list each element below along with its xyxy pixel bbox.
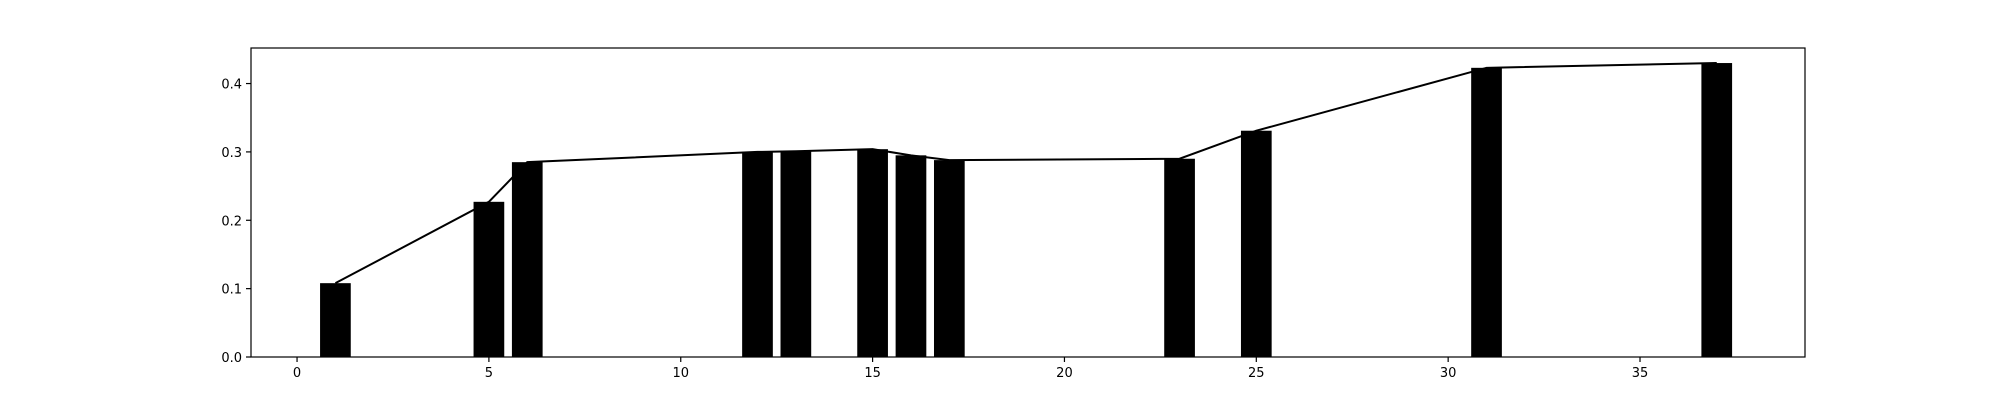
x-tick-label-0: 0 xyxy=(293,366,301,381)
bars-layer xyxy=(320,63,1733,357)
y-tick-label-0.3: 0.3 xyxy=(221,146,242,161)
x-axis: 0 5 10 15 20 25 30 35 xyxy=(293,357,1648,381)
bar-15 xyxy=(857,149,888,357)
trend-line xyxy=(334,62,1717,285)
x-tick-label-30: 30 xyxy=(1440,366,1457,381)
bar-16 xyxy=(895,155,927,357)
x-tick-label-5: 5 xyxy=(485,366,493,381)
bar-31 xyxy=(1471,67,1502,357)
line-layer xyxy=(334,62,1717,285)
y-tick-label-0.2: 0.2 xyxy=(221,214,242,229)
x-tick-label-10: 10 xyxy=(672,366,689,381)
bar-23 xyxy=(1164,158,1195,357)
x-tick-label-15: 15 xyxy=(864,366,881,381)
y-tick-label-0.4: 0.4 xyxy=(221,78,242,93)
bar-6 xyxy=(511,162,543,357)
bar-12 xyxy=(742,151,773,357)
x-tick-label-35: 35 xyxy=(1632,366,1649,381)
y-tick-label-0.1: 0.1 xyxy=(221,283,242,298)
y-axis: 0.0 0.1 0.2 0.3 0.4 xyxy=(221,78,251,366)
bar-1 xyxy=(320,283,351,357)
bar-17 xyxy=(933,160,965,357)
plot-frame xyxy=(250,47,1806,358)
bar-25 xyxy=(1240,130,1272,357)
x-tick-label-20: 20 xyxy=(1056,366,1073,381)
bar-37 xyxy=(1701,63,1733,357)
y-tick-label-0: 0.0 xyxy=(221,351,242,366)
bar-5 xyxy=(473,201,505,357)
x-tick-label-25: 25 xyxy=(1248,366,1265,381)
bar-13 xyxy=(780,151,812,357)
